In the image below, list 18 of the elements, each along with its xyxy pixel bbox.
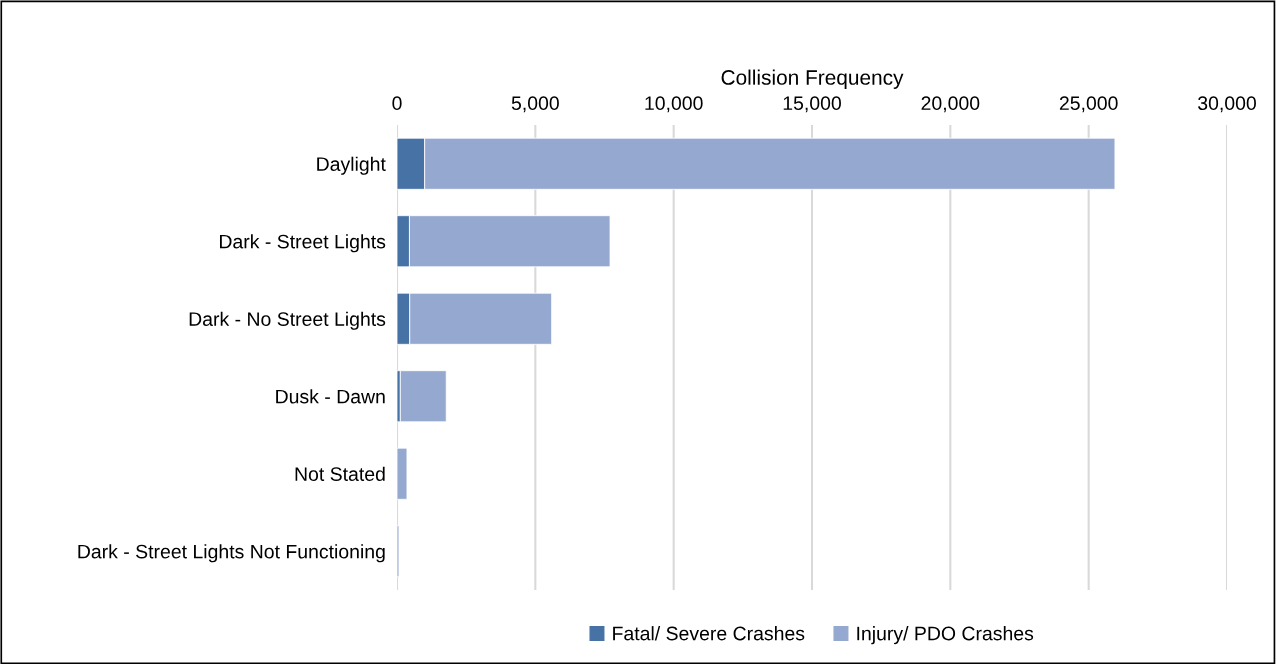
x-axis-title: Collision Frequency (721, 69, 904, 89)
x-tick-label: 25,000 (1059, 96, 1118, 113)
y-tick-label: Daylight (317, 156, 386, 175)
x-tick-label: 0 (392, 96, 402, 111)
y-tick-label: Not Stated (295, 466, 385, 481)
bar (399, 370, 447, 423)
y-tick-label: Dark - Street Lights (219, 234, 386, 253)
bar (397, 447, 408, 500)
y-tick-label: Dusk - Dawn (276, 389, 385, 404)
legend-label: Fatal/ Severe Crashes (613, 626, 805, 641)
x-tick-label: 30,000 (1198, 96, 1256, 113)
y-tick-label: Dark - No Street Lights (189, 311, 386, 330)
y-tick-label: Dark - Street Lights Not Functioning (78, 544, 385, 563)
legend-label: Injury/ PDO Crashes (857, 626, 1034, 645)
x-tick-label: 10,000 (645, 96, 703, 113)
x-tick-label: 15,000 (783, 96, 841, 113)
x-tick-label: 5,000 (511, 96, 559, 113)
x-tick-label: 20,000 (921, 96, 980, 113)
